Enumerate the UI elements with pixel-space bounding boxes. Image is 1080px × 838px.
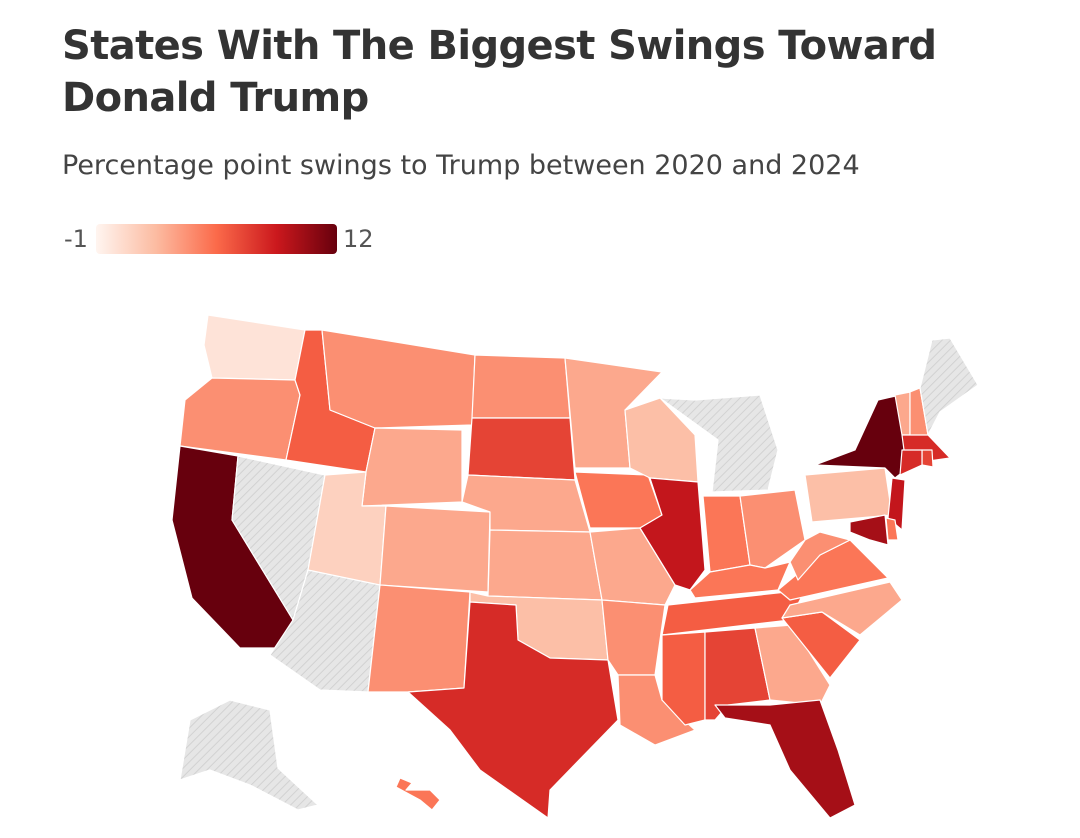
state-OH[interactable] bbox=[739, 489, 806, 569]
state-WV[interactable] bbox=[789, 531, 851, 581]
state-SD[interactable] bbox=[467, 417, 576, 481]
chart-title: States With The Biggest Swings Toward Do… bbox=[62, 23, 937, 121]
state-ME[interactable] bbox=[919, 337, 979, 436]
state-WY[interactable] bbox=[361, 427, 463, 507]
state-OR[interactable] bbox=[179, 377, 301, 461]
state-RI[interactable] bbox=[921, 449, 934, 468]
chart-subtitle: Percentage point swings to Trump between… bbox=[62, 150, 860, 181]
state-HI[interactable] bbox=[395, 777, 441, 811]
state-MI[interactable] bbox=[659, 394, 779, 493]
state-AR[interactable] bbox=[601, 599, 666, 676]
state-IA[interactable] bbox=[574, 471, 663, 529]
state-TX[interactable] bbox=[407, 601, 619, 819]
state-WA[interactable] bbox=[203, 314, 306, 381]
legend-max-label: 12 bbox=[343, 225, 374, 253]
state-LA[interactable] bbox=[617, 674, 696, 746]
state-MO[interactable] bbox=[589, 527, 676, 606]
state-KS[interactable] bbox=[487, 529, 603, 601]
state-CT[interactable] bbox=[899, 449, 923, 476]
legend-gradient-bar bbox=[96, 224, 337, 254]
state-AK[interactable] bbox=[179, 699, 319, 811]
state-NM[interactable] bbox=[367, 584, 471, 693]
state-NY[interactable] bbox=[814, 394, 909, 479]
state-KY[interactable] bbox=[689, 561, 791, 599]
state-NJ[interactable] bbox=[887, 477, 906, 531]
state-CO[interactable] bbox=[379, 505, 491, 593]
state-MD[interactable] bbox=[849, 514, 889, 546]
legend-min-label: -1 bbox=[64, 225, 88, 253]
state-ND[interactable] bbox=[471, 354, 571, 419]
state-PA[interactable] bbox=[804, 467, 893, 523]
state-MT[interactable] bbox=[321, 329, 476, 429]
state-MS[interactable] bbox=[661, 631, 706, 726]
state-IL[interactable] bbox=[639, 477, 706, 591]
state-NC[interactable] bbox=[781, 581, 903, 636]
state-GA[interactable] bbox=[754, 624, 831, 706]
us-choropleth-map bbox=[171, 314, 979, 819]
state-FL[interactable] bbox=[714, 699, 856, 819]
